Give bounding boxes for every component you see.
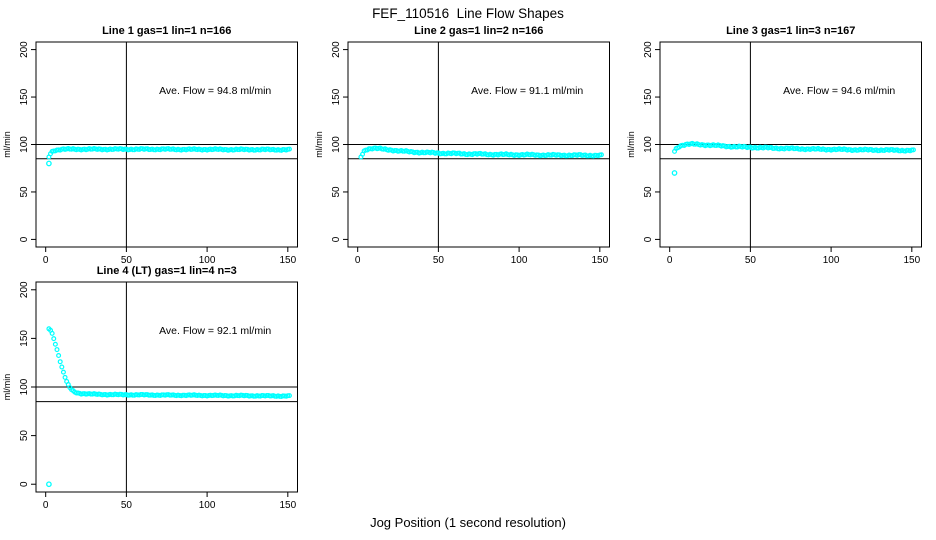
y-tick-label: 50 <box>19 186 30 198</box>
data-point <box>59 364 65 370</box>
y-tick-label: 200 <box>331 41 342 58</box>
x-tick-label: 0 <box>355 255 361 266</box>
data-point <box>49 330 55 336</box>
y-tick-label: 150 <box>19 88 30 105</box>
data-point <box>51 336 57 342</box>
y-tick-label: 100 <box>19 136 30 153</box>
subplot-title: Line 3 gas=1 lin=3 n=167 <box>726 25 855 37</box>
data-point <box>56 353 62 359</box>
subplot-title: Line 1 gas=1 lin=1 n=166 <box>102 25 231 37</box>
x-axis-label: Jog Position (1 second resolution) <box>370 515 566 530</box>
x-tick-label: 50 <box>121 500 133 508</box>
x-tick-label: 100 <box>199 500 216 508</box>
x-tick-label: 100 <box>823 255 840 266</box>
ave-flow-annotation: Ave. Flow = 91.1 ml/min <box>471 85 583 97</box>
y-tick-label: 150 <box>643 88 654 105</box>
y-tick-label: 100 <box>19 378 30 395</box>
y-tick-label: 50 <box>643 186 654 198</box>
y-tick-label: 0 <box>643 236 654 242</box>
x-tick-label: 50 <box>433 255 445 266</box>
x-tick-label: 100 <box>199 255 216 266</box>
subplot-2: Line 2 gas=1 lin=2 n=166 0 50 100 150 0 50 100 1… <box>314 25 610 266</box>
x-tick-label: 150 <box>591 255 608 266</box>
subplot-title: Line 4 (LT) gas=1 lin=4 n=3 <box>97 265 237 277</box>
y-tick-label: 100 <box>331 136 342 153</box>
outlier-point <box>46 160 52 167</box>
y-tick-label: 150 <box>19 330 30 347</box>
data-point <box>286 393 292 399</box>
y-tick-label: 50 <box>19 430 30 442</box>
ave-flow-annotation: Ave. Flow = 94.8 ml/min <box>159 85 271 97</box>
subplot-1: Line 1 gas=1 lin=1 n=166 0 50 100 150 0 50 100 1… <box>2 25 298 266</box>
y-tick-label: 150 <box>331 88 342 105</box>
y-axis-label: ml/min <box>626 131 636 158</box>
y-axis-label: ml/min <box>2 131 12 158</box>
ave-flow-annotation: Ave. Flow = 94.6 ml/min <box>783 85 895 97</box>
data-point <box>910 147 916 153</box>
y-tick-label: 0 <box>331 236 342 242</box>
y-tick-label: 200 <box>19 41 30 58</box>
y-tick-label: 0 <box>19 236 30 242</box>
subplot-3: Line 3 gas=1 lin=3 n=167 0 50 100 150 0 50 100 1… <box>626 25 922 266</box>
data-point <box>57 359 63 365</box>
data-point <box>54 347 60 353</box>
x-tick-label: 50 <box>745 255 757 266</box>
subplot-4: Line 4 (LT) gas=1 lin=4 n=3 0 50 100 150 0 50 1… <box>2 265 298 508</box>
data-point <box>598 152 604 158</box>
y-tick-label: 200 <box>19 281 30 298</box>
y-tick-label: 100 <box>643 136 654 153</box>
outlier-point <box>46 481 52 488</box>
ave-flow-annotation: Ave. Flow = 92.1 ml/min <box>159 325 271 337</box>
y-tick-label: 0 <box>19 481 30 487</box>
data-point <box>60 369 66 375</box>
x-tick-label: 150 <box>279 255 296 266</box>
y-axis-label: ml/min <box>2 374 12 401</box>
figure-title: FEF_110516 Line Flow Shapes <box>372 6 564 21</box>
x-tick-label: 100 <box>511 255 528 266</box>
data-point <box>52 341 58 347</box>
x-tick-label: 0 <box>667 255 673 266</box>
data-point <box>286 146 292 152</box>
x-tick-label: 150 <box>279 500 296 508</box>
subplot-title: Line 2 gas=1 lin=2 n=166 <box>414 25 543 37</box>
x-tick-label: 150 <box>903 255 920 266</box>
y-tick-label: 200 <box>643 41 654 58</box>
y-tick-label: 50 <box>331 186 342 198</box>
x-tick-label: 50 <box>121 255 133 266</box>
outlier-point <box>671 170 678 176</box>
x-tick-label: 0 <box>43 255 49 266</box>
y-axis-label: ml/min <box>314 131 324 158</box>
data-point <box>62 374 68 380</box>
x-tick-label: 0 <box>43 500 49 508</box>
